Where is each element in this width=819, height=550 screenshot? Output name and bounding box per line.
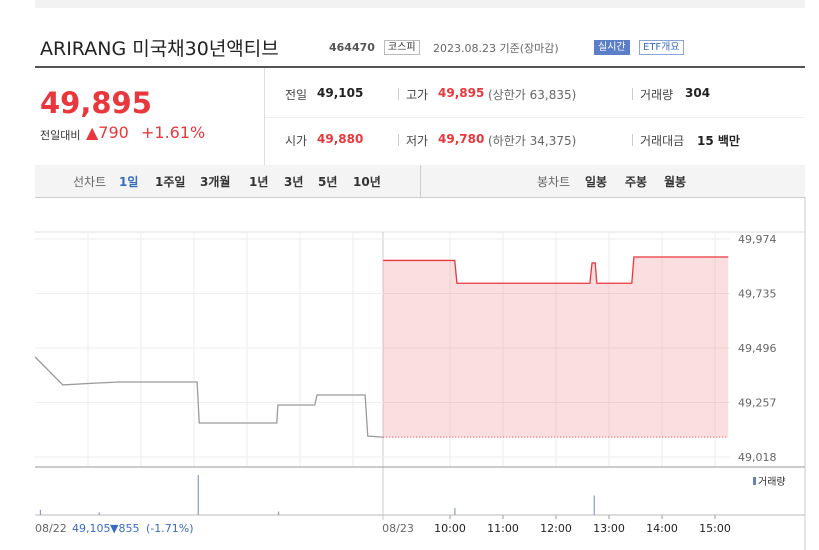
candle-tab[interactable]: 주봉 bbox=[625, 175, 648, 189]
period-tab[interactable]: 10년 bbox=[353, 175, 381, 189]
prev-price: 49,105 bbox=[72, 522, 111, 535]
volume-label: 거래량 bbox=[758, 476, 786, 488]
change-pct: +1.61% bbox=[141, 123, 206, 142]
price: 49,895 bbox=[40, 86, 152, 120]
stat-label: 고가 bbox=[406, 88, 429, 102]
period-tab[interactable]: 1일 bbox=[119, 175, 139, 189]
volume-bar bbox=[454, 508, 456, 515]
stat-value: 49,105 bbox=[317, 86, 364, 100]
x-tick-label: 15:00 bbox=[699, 522, 731, 535]
x-tick-label: 13:00 bbox=[593, 522, 625, 535]
stat-label: 저가 bbox=[406, 134, 429, 148]
day-label: 08/23 bbox=[382, 522, 414, 535]
stat-value: 15 백만 bbox=[697, 134, 740, 148]
period-tab[interactable]: 1년 bbox=[249, 175, 269, 189]
candle-tab[interactable]: 일봉 bbox=[585, 175, 608, 189]
realtime-button[interactable]: 실시간 bbox=[594, 40, 630, 55]
x-tick-label: 11:00 bbox=[487, 522, 519, 535]
x-tick-label: 12:00 bbox=[540, 522, 572, 535]
stock-code: 464470 bbox=[329, 41, 375, 54]
area-fill bbox=[383, 257, 729, 438]
stat-value: 49,895 bbox=[438, 86, 485, 100]
change-label: 전일대비 bbox=[40, 129, 81, 142]
period-tab[interactable]: 5년 bbox=[318, 175, 338, 189]
price-line bbox=[34, 356, 383, 438]
y-tick-label: 49,974 bbox=[738, 233, 777, 246]
divider bbox=[398, 134, 399, 146]
stat-value: 304 bbox=[685, 86, 711, 100]
stat-label: 거래대금 bbox=[640, 134, 685, 148]
change: ▲790 bbox=[86, 123, 129, 142]
volume-bar bbox=[197, 475, 199, 515]
period-tab[interactable]: 3개월 bbox=[200, 175, 231, 189]
date: 2023.08.23 기준(장마감) bbox=[433, 42, 559, 55]
stat-label: 전일 bbox=[285, 88, 308, 102]
volume-bar bbox=[593, 495, 595, 515]
y-tick-label: 49,496 bbox=[738, 342, 777, 355]
volume-legend-swatch bbox=[753, 477, 756, 485]
stat-note: (하한가 34,375) bbox=[488, 134, 577, 148]
divider bbox=[265, 117, 805, 118]
stat-label: 거래량 bbox=[640, 88, 674, 102]
top-strip bbox=[35, 0, 805, 8]
prev-date: 08/22 bbox=[35, 522, 67, 535]
divider bbox=[398, 88, 399, 100]
period-tab[interactable]: 1주일 bbox=[155, 175, 186, 189]
stock-name: ARIRANG 미국채30년액티브 bbox=[40, 38, 279, 60]
period-tab[interactable]: 3년 bbox=[284, 175, 304, 189]
divider bbox=[632, 88, 633, 100]
divider bbox=[632, 134, 633, 146]
tab-label: 봉차트 bbox=[537, 175, 571, 189]
etf-overview-button[interactable]: ETF개요 bbox=[639, 40, 684, 55]
divider bbox=[264, 68, 265, 168]
volume-bar bbox=[98, 512, 100, 515]
volume-bar bbox=[277, 511, 280, 515]
stat-value: 49,780 bbox=[438, 132, 485, 146]
prev-change: ▼855 bbox=[110, 522, 139, 535]
x-tick-label: 14:00 bbox=[646, 522, 678, 535]
x-tick-label: 10:00 bbox=[434, 522, 466, 535]
price-line bbox=[383, 256, 729, 284]
y-tick-label: 49,735 bbox=[738, 288, 777, 301]
y-tick-label: 49,257 bbox=[738, 397, 777, 410]
tab-label: 선차트 bbox=[73, 175, 107, 189]
stat-note: (상한가 63,835) bbox=[488, 88, 577, 102]
prev-pct: (-1.71%) bbox=[146, 522, 194, 535]
candle-tab[interactable]: 월봉 bbox=[664, 175, 687, 189]
stat-label: 시가 bbox=[285, 134, 308, 148]
volume-bar bbox=[39, 509, 42, 515]
market-badge: 코스피 bbox=[384, 40, 420, 55]
y-tick-label: 49,018 bbox=[738, 451, 777, 464]
stat-value: 49,880 bbox=[317, 132, 364, 146]
divider bbox=[420, 165, 421, 197]
